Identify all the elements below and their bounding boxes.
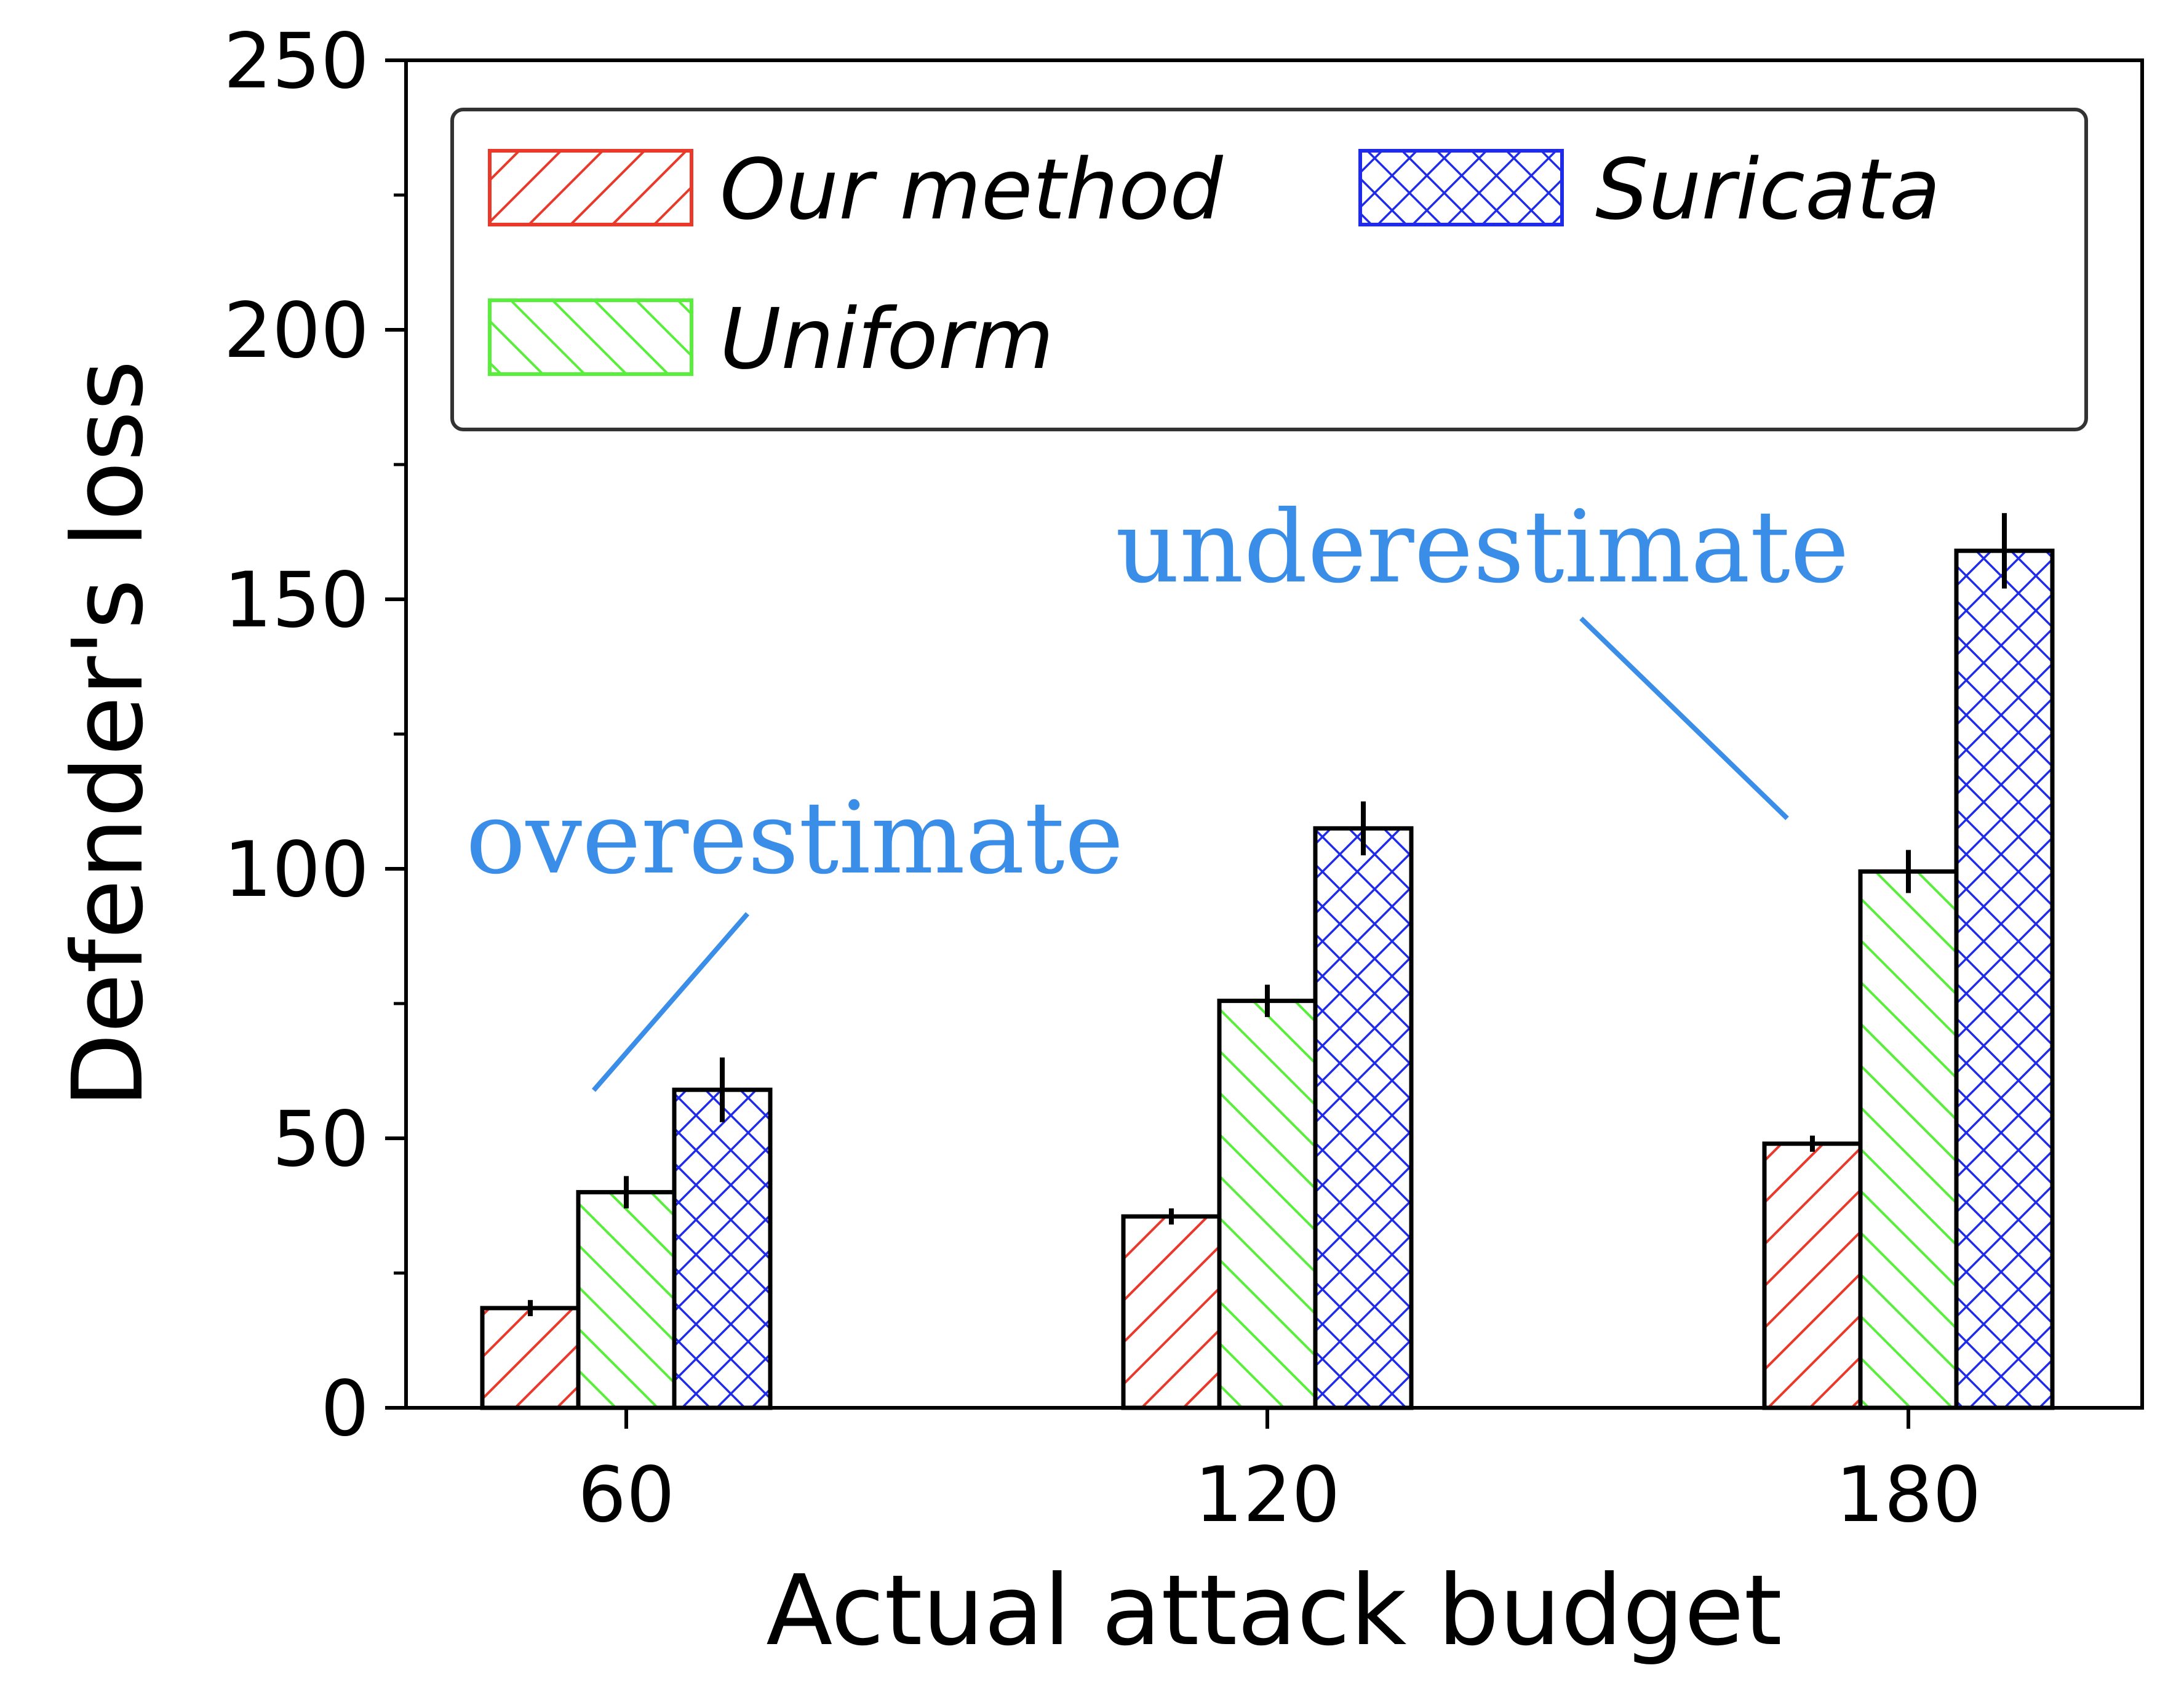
legend-frame bbox=[450, 108, 2088, 431]
x-tick-label-60: 60 bbox=[578, 1451, 675, 1539]
error-bars-layer bbox=[528, 513, 2007, 1317]
bar-uniform-180 bbox=[1858, 869, 1959, 1410]
legend-label-our-method: Our method bbox=[720, 142, 1223, 239]
bar-our-method-120 bbox=[1121, 1214, 1222, 1410]
annotation-underestimate-leader bbox=[1579, 617, 1789, 820]
bar-suricata-180 bbox=[1954, 548, 2055, 1410]
legend-swatch-suricata bbox=[1358, 149, 1564, 226]
annotation-overestimate-text: overestimate bbox=[466, 781, 1123, 896]
legend: Our method Suricata Uniform bbox=[450, 108, 2088, 431]
y-tick-label-50: 50 bbox=[272, 1095, 369, 1184]
legend-swatch-uniform bbox=[488, 298, 693, 376]
x-axis-title: Actual attack budget bbox=[766, 1554, 1782, 1667]
y-tick-label-250: 250 bbox=[223, 17, 369, 106]
y-axis-title: Defender's loss bbox=[52, 360, 165, 1108]
annotation-overestimate-leader bbox=[591, 912, 750, 1092]
annotation-underestimate: underestimate bbox=[1115, 490, 1849, 820]
x-axis: 60 120 180 bbox=[578, 1408, 1981, 1539]
y-tick-label-100: 100 bbox=[223, 826, 369, 914]
y-tick-label-200: 200 bbox=[223, 287, 369, 375]
bar-uniform-120 bbox=[1217, 999, 1318, 1410]
legend-swatch-our-method bbox=[488, 149, 693, 226]
bars-layer bbox=[480, 548, 2055, 1410]
annotation-underestimate-text: underestimate bbox=[1115, 490, 1849, 605]
bar-suricata-120 bbox=[1313, 826, 1414, 1410]
y-axis: 0 50 100 150 200 250 bbox=[223, 17, 406, 1453]
x-tick-label-180: 180 bbox=[1836, 1451, 1982, 1539]
y-tick-label-0: 0 bbox=[321, 1365, 369, 1453]
legend-label-uniform: Uniform bbox=[720, 291, 1054, 388]
x-tick-label-120: 120 bbox=[1195, 1451, 1341, 1539]
y-tick-label-150: 150 bbox=[223, 556, 369, 645]
bar-uniform-60 bbox=[576, 1190, 677, 1410]
bar-our-method-180 bbox=[1762, 1141, 1863, 1410]
bar-suricata-60 bbox=[672, 1087, 773, 1410]
bar-our-method-60 bbox=[480, 1306, 581, 1410]
annotation-overestimate: overestimate bbox=[466, 781, 1123, 1092]
legend-label-suricata: Suricata bbox=[1595, 142, 1940, 239]
